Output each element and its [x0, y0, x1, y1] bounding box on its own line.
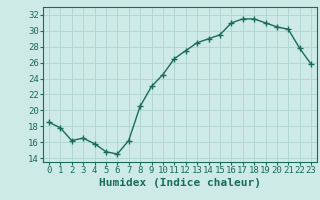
X-axis label: Humidex (Indice chaleur): Humidex (Indice chaleur) [99, 178, 261, 188]
